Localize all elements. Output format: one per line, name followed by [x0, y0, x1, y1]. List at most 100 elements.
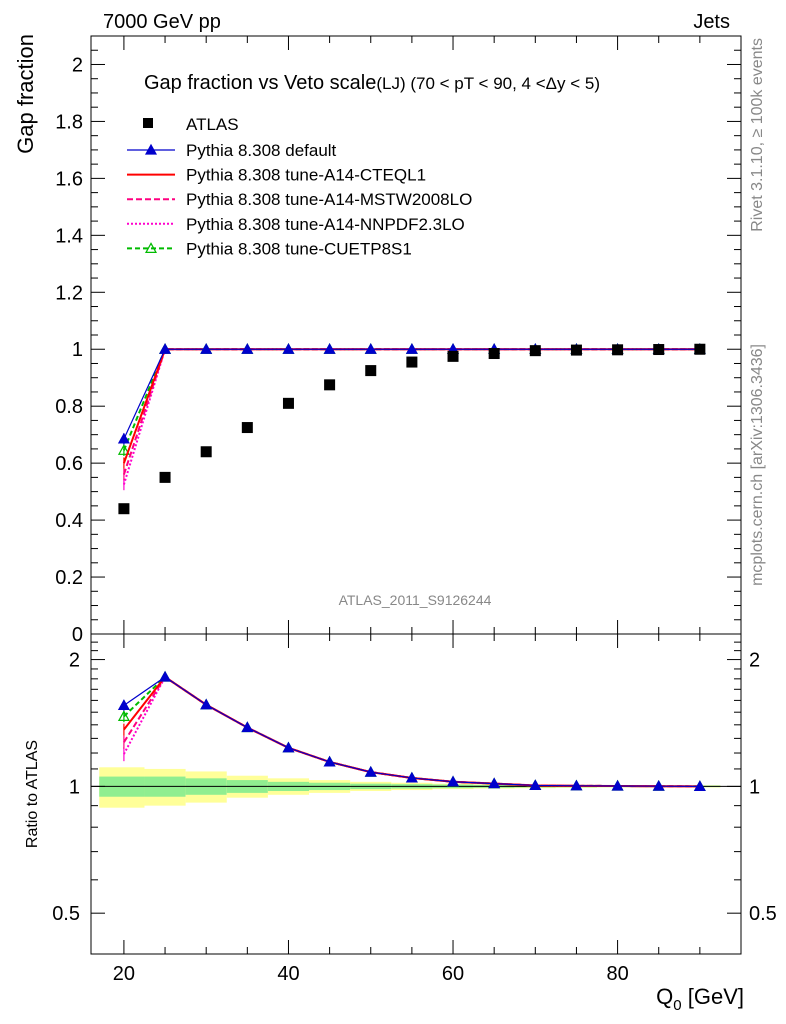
chart-title: Gap fraction vs Veto scale(LJ) (70 < pT … — [144, 72, 600, 94]
ratio-marker-default — [117, 699, 130, 710]
legend-label-cteql1: Pythia 8.308 tune-A14-CTEQL1 — [186, 166, 426, 185]
series-layer — [117, 343, 706, 791]
x-axis-label: Q0 [GeV] — [656, 984, 744, 1014]
ratio-y-tick-label: 2 — [69, 650, 80, 672]
y-tick-label: 2 — [72, 54, 83, 76]
ratio-plot-frame — [90, 633, 742, 955]
ratio-marker-default — [405, 771, 418, 783]
ratio-marker-default — [200, 698, 213, 710]
x-tick-label: 40 — [277, 963, 299, 985]
atlas-data-point — [488, 348, 500, 360]
atlas-data-point — [612, 344, 624, 356]
marker-default — [405, 343, 418, 354]
series-cteql1 — [122, 348, 700, 788]
x-tick-label: 20 — [113, 963, 135, 985]
x-axis-label-main: Q — [656, 984, 673, 1009]
series-line-nnpdf — [122, 348, 700, 485]
atlas-data-point — [200, 446, 212, 458]
series-nnpdf — [122, 348, 700, 788]
y-axis-label: Gap fraction — [13, 34, 38, 154]
marker-default — [364, 343, 377, 354]
series-mstw — [122, 348, 700, 788]
series-cuetp — [117, 343, 706, 791]
y-tick-label: 0.8 — [55, 396, 83, 418]
legend: ATLAS Pythia 8.308 default Pythia 8.308 tu… — [127, 115, 472, 258]
atlas-data-point — [282, 397, 294, 409]
ratio-line-default — [123, 676, 700, 787]
marker-default — [241, 343, 254, 354]
series-atlas — [118, 343, 706, 515]
legend-marker-default — [144, 143, 158, 155]
ratio-y-tick-label: 1 — [69, 776, 80, 798]
mcplots-label: mcplots.cern.ch [arXiv:1306.3436] — [749, 344, 766, 586]
atlas-data-point — [241, 422, 253, 434]
ratio-line-cteql1 — [123, 675, 700, 788]
y-tick-label: 0.4 — [55, 510, 83, 532]
ratio-y-axis-label: Ratio to ATLAS — [24, 740, 41, 848]
atlas-data-point — [694, 343, 706, 355]
y-tick-label: 0.2 — [55, 567, 83, 589]
y-tick-label: 1.8 — [55, 111, 83, 133]
atlas-data-point — [653, 344, 665, 356]
series-default — [117, 343, 706, 791]
ratio-marker-default — [611, 779, 624, 791]
marker-default — [200, 343, 213, 354]
ratio-marker-default — [282, 741, 295, 753]
analysis-watermark: ATLAS_2011_S9126244 — [339, 592, 492, 608]
header-left: 7000 GeV pp — [103, 11, 221, 33]
ratio-marker-default — [447, 775, 460, 787]
x-axis-label-unit: [GeV] — [682, 984, 744, 1009]
marker-cuetp — [117, 444, 130, 455]
y-tick-label: 0 — [72, 624, 83, 646]
tick-labels: 20 40 60 80 0 0.2 0.4 0.6 0.8 1 1.2 1.4 1.6 1.8 2 0.5 0.… — [52, 54, 777, 985]
legend-marker-atlas — [143, 118, 153, 128]
marker-default — [117, 432, 130, 444]
ratio-marker-default — [241, 721, 254, 733]
axes — [91, 35, 741, 954]
ratio-marker-default — [159, 670, 172, 682]
y-tick-label: 1 — [72, 339, 83, 361]
ratio-y-tick-label-right: 2 — [749, 650, 760, 672]
marker-default — [282, 343, 295, 354]
legend-marker-cuetp — [144, 242, 158, 253]
x-tick-label: 60 — [442, 963, 464, 985]
legend-label-mstw: Pythia 8.308 tune-A14-MSTW2008LO — [186, 190, 472, 209]
marker-default — [159, 343, 172, 354]
y-tick-label: 0.6 — [55, 453, 83, 475]
atlas-data-point — [159, 471, 171, 483]
ratio-y-tick-label: 0.5 — [52, 903, 80, 925]
atlas-data-point — [529, 345, 541, 357]
x-tick-label: 80 — [606, 963, 628, 985]
y-tick-label: 1.2 — [55, 282, 83, 304]
ratio-marker-default — [488, 777, 501, 789]
rivet-label: Rivet 3.1.10, ≥ 100k events — [749, 38, 766, 232]
atlas-data-point — [365, 365, 377, 377]
ratio-marker-default — [570, 779, 583, 791]
ratio-y-tick-label-right: 1 — [749, 776, 760, 798]
ratio-line-cuetp — [123, 675, 700, 788]
ratio-marker-default — [529, 779, 542, 791]
ratio-line-mstw — [123, 675, 700, 788]
ratio-marker-default — [323, 755, 336, 767]
header-right: Jets — [693, 11, 730, 33]
atlas-data-point — [324, 379, 336, 391]
x-axis-label-sub: 0 — [673, 997, 681, 1014]
y-tick-label: 1.4 — [55, 225, 83, 247]
legend-label-atlas: ATLAS — [186, 115, 239, 134]
atlas-data-point — [118, 503, 130, 515]
marker-default — [323, 343, 336, 354]
ratio-marker-default — [693, 780, 706, 791]
atlas-data-point — [570, 344, 582, 356]
ratio-uncertainty-bands — [99, 767, 721, 808]
ratio-marker-default — [652, 779, 665, 791]
ratio-line-nnpdf — [123, 675, 700, 788]
chart-title-main: Gap fraction vs Veto scale — [144, 72, 376, 94]
atlas-data-point — [406, 356, 418, 368]
ratio-marker-default — [364, 765, 377, 777]
legend-label-default: Pythia 8.308 default — [186, 141, 337, 160]
legend-label-nnpdf: Pythia 8.308 tune-A14-NNPDF2.3LO — [186, 215, 465, 234]
legend-label-cuetp: Pythia 8.308 tune-CUETP8S1 — [186, 239, 412, 258]
chart-subtitle: (LJ) (70 < pT < 90, 4 <Δy < 5) — [376, 74, 600, 93]
y-tick-label: 1.6 — [55, 168, 83, 190]
